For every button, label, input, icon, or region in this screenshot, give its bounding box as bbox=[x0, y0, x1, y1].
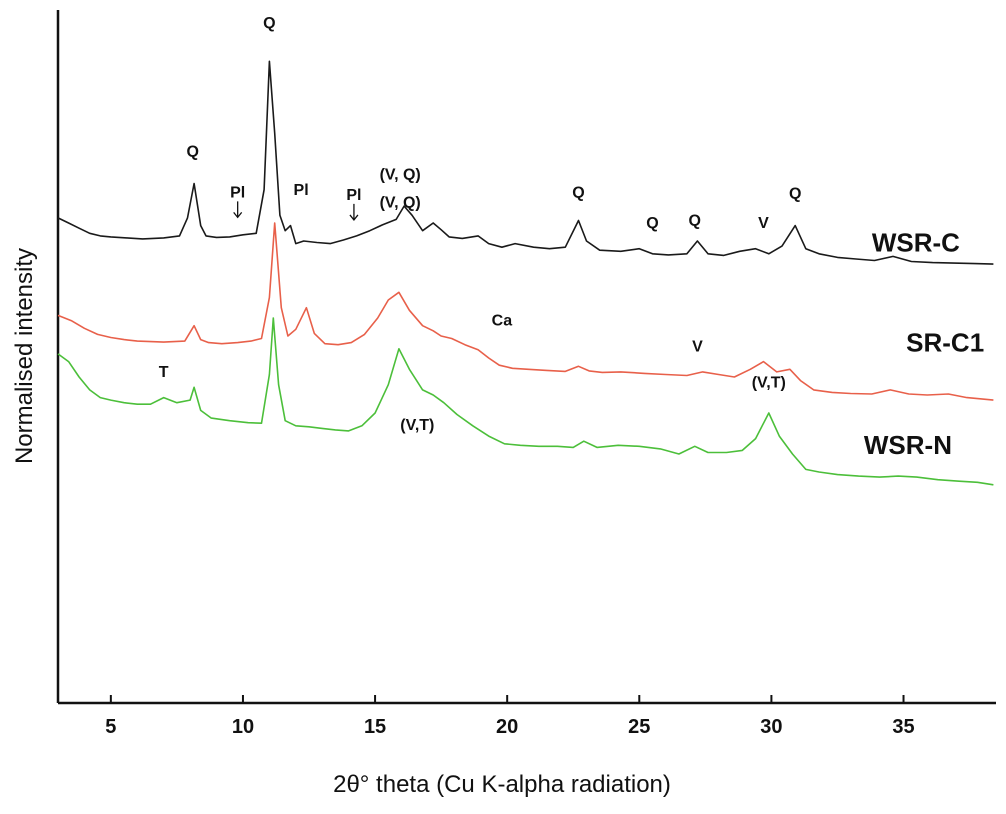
x-tick-label: 5 bbox=[105, 716, 116, 738]
peak-label: Q bbox=[689, 213, 701, 230]
peak-label: Pl bbox=[230, 184, 245, 201]
series-label-sr-c1: SR-C1 bbox=[906, 327, 984, 357]
peak-label: (V,T) bbox=[400, 417, 434, 434]
x-tick-label: 30 bbox=[760, 716, 782, 738]
series-line-sr-c1 bbox=[57, 222, 994, 401]
peak-label: Q bbox=[263, 15, 275, 32]
y-axis-title: Normalised intensity bbox=[11, 248, 38, 464]
x-tick-label: 25 bbox=[628, 716, 650, 738]
series-label-group: WSR-C SR-C1 WSR-N bbox=[864, 227, 984, 460]
series-label-wsr-n: WSR-N bbox=[864, 430, 952, 460]
peak-label: V bbox=[758, 215, 769, 232]
peak-label: Q bbox=[646, 215, 658, 232]
series-group bbox=[57, 60, 994, 486]
peak-label: Ca bbox=[492, 313, 513, 330]
annotation-group: Q Q Pl Pl Pl (V, Q) (V, Q) Q Q Q V Q Ca V T (V,T) (V,T) bbox=[159, 15, 802, 434]
peak-label: V bbox=[692, 338, 703, 355]
peak-label: Q bbox=[187, 143, 199, 160]
peak-arrow bbox=[233, 201, 243, 219]
peak-label: (V, Q) bbox=[380, 195, 421, 212]
x-tick-label: 10 bbox=[232, 716, 254, 738]
x-tick-label: 20 bbox=[496, 716, 518, 738]
peak-label: Pl bbox=[346, 187, 361, 204]
plot-area: 5 10 15 20 25 30 35 Q Q Pl Pl Pl (V, Q) (V, Q) Q Q Q V Q C… bbox=[56, 10, 996, 738]
peak-arrow bbox=[349, 203, 359, 221]
peak-label: Q bbox=[789, 185, 801, 202]
peak-label: (V, Q) bbox=[380, 166, 421, 183]
peak-label: Pl bbox=[294, 182, 309, 199]
x-tick-label: 15 bbox=[364, 716, 386, 738]
peak-label: T bbox=[159, 364, 169, 381]
x-ticks: 5 10 15 20 25 30 35 bbox=[105, 695, 915, 738]
series-line-wsr-n bbox=[57, 317, 994, 486]
peak-label: Q bbox=[572, 184, 584, 201]
peak-label: (V,T) bbox=[752, 374, 786, 391]
x-tick-label: 35 bbox=[892, 716, 914, 738]
series-line-wsr-c bbox=[57, 60, 994, 265]
series-label-wsr-c: WSR-C bbox=[872, 227, 960, 257]
x-axis-title: 2θ° theta (Cu K-alpha radiation) bbox=[333, 771, 671, 798]
